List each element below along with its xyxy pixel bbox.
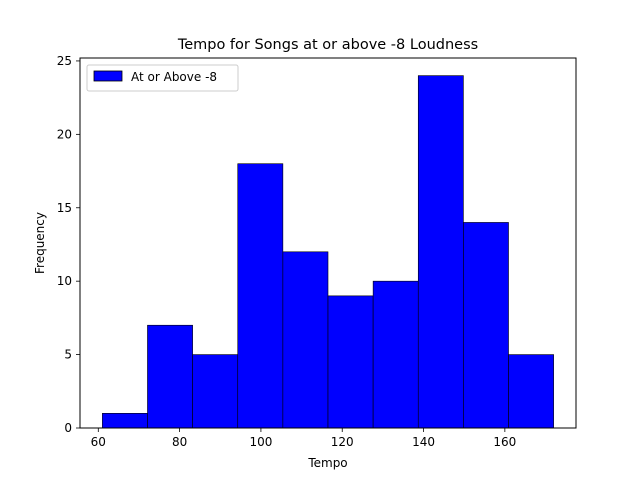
y-tick-label: 10: [57, 274, 72, 288]
histogram-bar: [327, 295, 374, 429]
histogram-bar: [147, 324, 193, 429]
x-tick-label: 60: [91, 435, 106, 449]
y-tick-label: 20: [57, 127, 72, 141]
x-tick-label: 100: [249, 435, 272, 449]
x-tick-label: 80: [172, 435, 187, 449]
legend-swatch: [93, 70, 123, 82]
legend-label: At or Above -8: [131, 70, 217, 84]
bars-group: [102, 75, 554, 429]
histogram-bar: [102, 413, 148, 429]
x-axis-ticks: 60 80 100 120 140 160: [91, 428, 516, 449]
y-axis-ticks: 0 5 10 15 20 25: [57, 54, 80, 435]
y-tick-label: 5: [64, 348, 72, 362]
legend: At or Above -8: [86, 64, 239, 92]
chart-title: Tempo for Songs at or above -8 Loudness: [177, 37, 478, 53]
histogram-bar: [417, 75, 464, 429]
histogram-bar: [282, 251, 329, 429]
histogram-bar: [372, 280, 419, 429]
histogram-bar: [237, 163, 284, 429]
x-tick-label: 120: [331, 435, 354, 449]
x-tick-label: 140: [412, 435, 435, 449]
y-tick-label: 0: [64, 421, 72, 435]
y-axis-label: Frequency: [33, 212, 47, 274]
x-tick-label: 160: [493, 435, 516, 449]
y-tick-label: 25: [57, 54, 72, 68]
x-axis-label: Tempo: [307, 456, 347, 470]
legend-box: [86, 64, 239, 92]
histogram-bar: [192, 354, 239, 429]
histogram-bar: [508, 354, 554, 429]
plot-frame: [79, 57, 577, 429]
histogram-bar: [463, 222, 509, 429]
y-tick-label: 15: [57, 201, 72, 215]
